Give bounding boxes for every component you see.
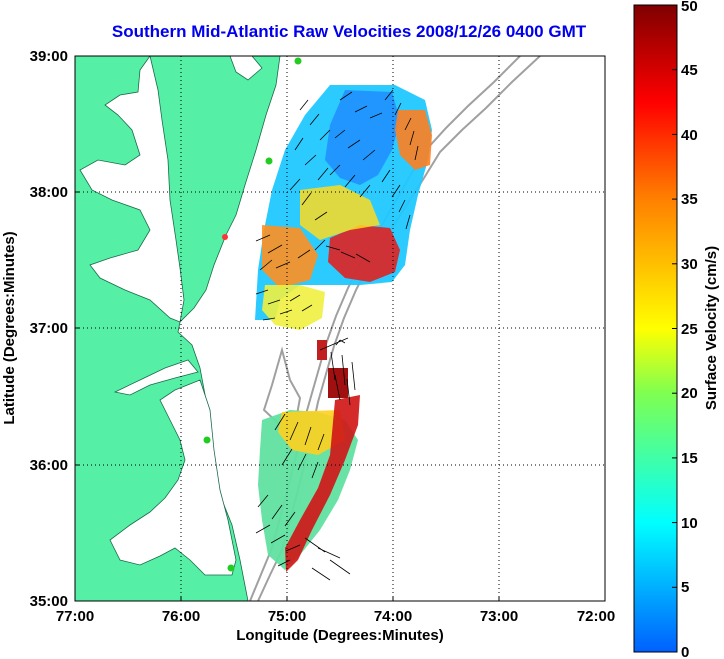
albemarle-sound [113, 359, 199, 396]
x-axis-label: Longitude (Degrees:Minutes) [236, 627, 444, 644]
station-marker [294, 57, 302, 65]
colorbar-tick-label: 25 [681, 321, 698, 338]
colorbar-tick-label: 5 [681, 579, 689, 596]
velocity-vectors [255, 89, 419, 581]
station-marker [227, 564, 235, 572]
x-axis: 77:00 76:00 75:00 74:00 73:00 72:00 Long… [56, 596, 615, 644]
colorbar-tick-label: 0 [681, 644, 689, 659]
station-marker [222, 234, 228, 240]
x-tick-label: 73:00 [480, 608, 518, 625]
chesapeake-bay [79, 56, 185, 323]
delaware-bay [229, 56, 263, 81]
colorbar-tick-label: 45 [681, 62, 698, 79]
velocity-patch-northeast-warm [395, 110, 432, 170]
y-axis-label: Latitude (Degrees:Minutes) [1, 231, 18, 424]
colorbar-gradient [633, 4, 678, 653]
velocity-patch-west-yellow [262, 285, 325, 330]
colorbar-label: Surface Velocity (cm/s) [703, 246, 720, 410]
colorbar-tick-label: 30 [681, 256, 698, 273]
velocity-patch-center-yellow [300, 185, 380, 240]
velocity-patch-southeast [328, 368, 348, 398]
velocity-patch-center-red [328, 225, 400, 282]
y-tick-label: 35:00 [30, 593, 68, 610]
y-tick-label: 38:00 [30, 184, 68, 201]
colorbar-tick-label: 50 [681, 0, 698, 15]
velocity-field [255, 85, 432, 572]
y-tick-label: 37:00 [30, 320, 68, 337]
velocity-patch-north-blue [325, 90, 400, 185]
y-tick-label: 39:00 [30, 48, 68, 65]
pamlico-sound [109, 379, 237, 576]
map-grid [75, 56, 605, 601]
y-tick-label: 36:00 [30, 457, 68, 474]
x-tick-label: 72:00 [577, 608, 615, 625]
velocity-patch-small [317, 340, 327, 360]
velocity-patch-south-red [285, 395, 360, 572]
y-axis: 39:00 38:00 37:00 36:00 35:00 Latitude (… [1, 48, 80, 610]
colorbar-tick-label: 10 [681, 515, 698, 532]
colorbar-tick-label: 35 [681, 191, 698, 208]
x-tick-label: 77:00 [56, 608, 94, 625]
station-marker [203, 436, 211, 444]
x-tick-label: 74:00 [374, 608, 412, 625]
radar-stations [203, 57, 302, 572]
station-marker [265, 157, 273, 165]
x-tick-label: 76:00 [162, 608, 200, 625]
colorbar-tick-label: 20 [681, 385, 698, 402]
velocity-patch-west-orange [262, 225, 318, 288]
map-title: Southern Mid-Atlantic Raw Velocities 200… [111, 22, 587, 41]
velocity-patch-south-yellow [278, 410, 345, 455]
x-tick-label: 75:00 [268, 608, 306, 625]
colorbar-tick-label: 40 [681, 127, 698, 144]
colorbar-tick-label: 15 [681, 450, 698, 467]
colorbar: 50 45 40 35 30 25 20 15 10 5 0 Surface V… [633, 0, 720, 659]
